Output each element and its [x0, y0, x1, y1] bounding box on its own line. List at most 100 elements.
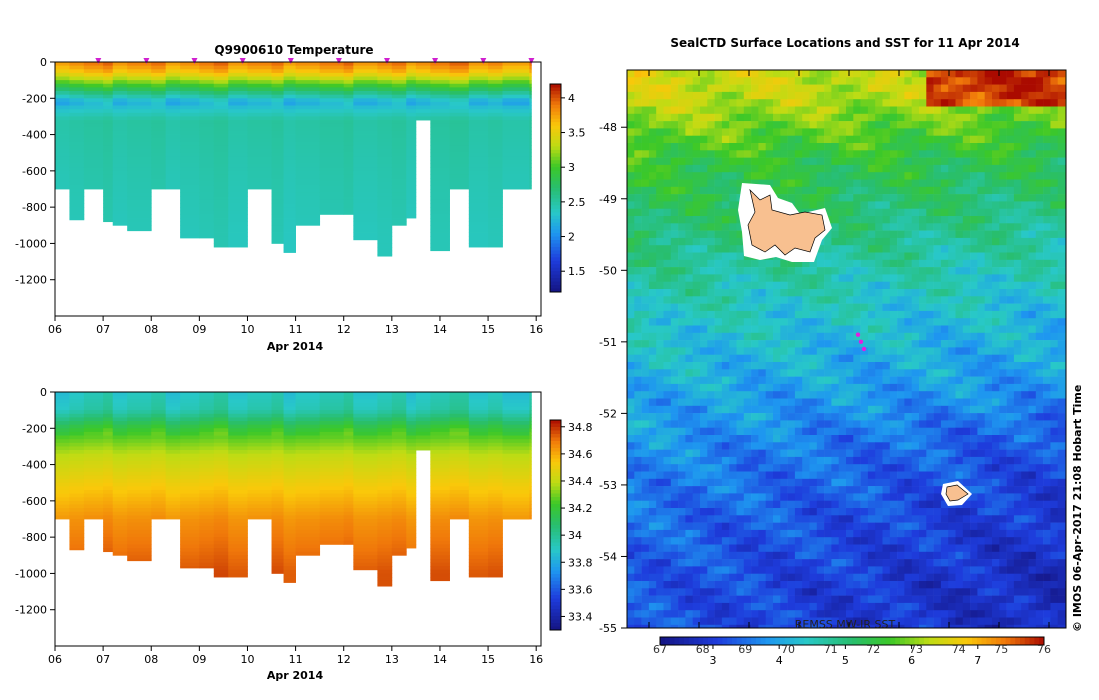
sst-cell [919, 106, 927, 115]
colorbar-cell [550, 605, 561, 610]
sst-cell [1013, 135, 1022, 144]
profile-cell [103, 163, 114, 168]
profile-cell [199, 486, 215, 491]
sst-cell [685, 245, 693, 253]
profile-cell [377, 214, 393, 219]
profile-cell [343, 486, 354, 491]
profile-cell [353, 460, 378, 465]
sst-cell [824, 91, 832, 100]
sst-cell [977, 77, 985, 85]
sst-cell [794, 164, 803, 173]
profile-cell [228, 482, 248, 487]
sst-cell [824, 318, 832, 326]
profile-cell [319, 210, 345, 215]
sst-cell [1013, 128, 1022, 136]
profile-cell [468, 428, 489, 433]
profile-cell [55, 156, 70, 161]
sst-cell [1028, 186, 1037, 195]
profile-cell [283, 141, 296, 146]
sst-cell [992, 91, 1000, 100]
profile-cell [228, 178, 248, 183]
profile-cell [468, 152, 489, 157]
sst-cell [882, 194, 891, 202]
profile-cell [151, 145, 167, 150]
sst-cell [889, 289, 898, 297]
sst-cell [751, 179, 759, 188]
profile-cell [180, 460, 200, 465]
sst-cell [692, 143, 701, 151]
sst-cell [678, 194, 686, 202]
sst-cell [1035, 157, 1044, 166]
sst-cell [1043, 128, 1051, 136]
profile-cell [353, 83, 378, 88]
profile-cell [55, 457, 70, 462]
sst-cell [1021, 77, 1029, 85]
sst-cell [955, 237, 964, 246]
sst-cell [867, 259, 876, 268]
profile-cell [295, 138, 321, 143]
sst-cell [765, 121, 774, 129]
sst-cell [897, 186, 905, 195]
sst-cell [700, 274, 708, 282]
sst-cell [955, 194, 964, 202]
profile-cell [271, 457, 284, 462]
profile-cell [502, 497, 530, 502]
profile-cell [353, 185, 378, 190]
profile-cell [468, 181, 489, 186]
profile-cell [127, 500, 152, 505]
colorbar-cell [550, 215, 561, 220]
sst-cell [889, 230, 898, 239]
profile-cell [353, 178, 378, 183]
profile-cell [488, 167, 503, 172]
sst-cell [919, 135, 927, 144]
profile-cell [165, 410, 181, 415]
profile-cell [468, 210, 489, 215]
sst-cell [816, 91, 825, 100]
profile-cell [180, 446, 200, 451]
sst-cell [743, 150, 752, 158]
sst-cell [889, 194, 898, 202]
profile-cell [213, 170, 229, 175]
sst-cell [860, 259, 869, 268]
sst-cell [794, 296, 803, 304]
profile-cell [180, 152, 200, 157]
sst-cell [999, 70, 1007, 78]
profile-cell [377, 87, 393, 92]
sst-cell [714, 281, 723, 290]
sst-cell [897, 281, 905, 290]
sst-cell [721, 186, 730, 195]
sst-cell [926, 113, 934, 122]
profile-cell [449, 170, 470, 175]
profile-cell [406, 159, 417, 164]
sst-cell [940, 106, 949, 115]
profile-cell [502, 504, 530, 509]
profile-cell [343, 504, 354, 509]
profile-cell [319, 479, 345, 484]
sst-cell [831, 230, 839, 239]
sst-cell [627, 201, 635, 209]
colorbar-cell [550, 243, 561, 248]
profile-cell [228, 214, 248, 219]
profile-cell [127, 548, 152, 553]
sst-cell [787, 150, 796, 158]
profile-cell [468, 178, 489, 183]
profile-cell [127, 460, 152, 465]
profile-cell [468, 207, 489, 212]
profile-cell [213, 544, 229, 549]
profile-cell [127, 159, 152, 164]
profile-cell [430, 156, 450, 161]
profile-cell [406, 489, 417, 494]
profile-cell [343, 497, 354, 502]
sst-cell [926, 281, 934, 290]
profile-cell [180, 428, 200, 433]
sst-cell [882, 296, 891, 304]
sst-cell [1006, 310, 1015, 319]
profile-cell [377, 250, 393, 255]
profile-cell [319, 529, 345, 534]
profile-cell [353, 435, 378, 440]
sst-cell [875, 77, 883, 85]
sst-cell [1028, 267, 1037, 275]
sst-cell [882, 230, 891, 239]
profile-cell [468, 497, 489, 502]
profile-cell [69, 218, 85, 221]
